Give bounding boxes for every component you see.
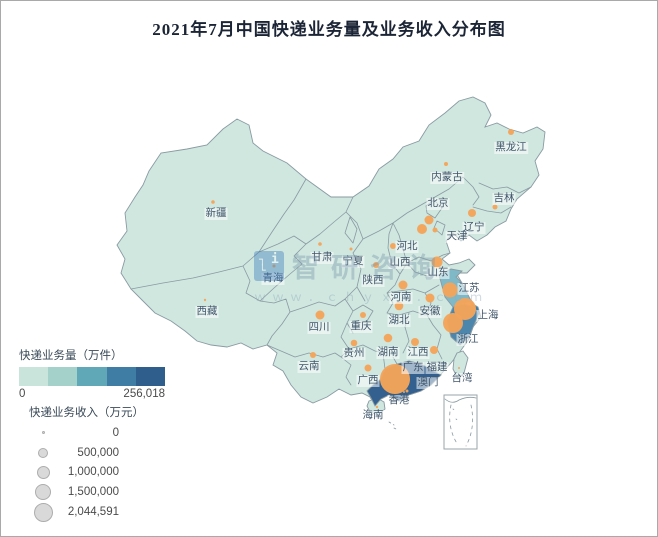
revenue-bubble-西藏[interactable] (203, 298, 207, 302)
revenue-size-row: 2,044,591 (19, 502, 119, 522)
chart-title: 2021年7月中国快递业务量及业务收入分布图 (152, 20, 506, 39)
revenue-bubble-天津[interactable] (432, 227, 438, 233)
revenue-bubble-福建[interactable] (430, 346, 438, 354)
revenue-bubble-广西[interactable] (364, 364, 372, 372)
volume-min-label: 0 (19, 388, 26, 400)
revenue-bubble-江西[interactable] (411, 338, 419, 346)
revenue-bubble-河北[interactable] (417, 224, 427, 234)
size-legend-circle (33, 502, 53, 522)
ramp-swatch (135, 367, 166, 386)
revenue-bubble-黑龙江[interactable] (508, 129, 514, 135)
revenue-bubble-北京[interactable] (424, 215, 434, 225)
revenue-bubble-河南[interactable] (398, 280, 408, 290)
revenue-size-row: 1,000,000 (19, 463, 119, 483)
revenue-bubble-吉林[interactable] (492, 204, 498, 210)
islets (388, 421, 399, 431)
revenue-bubble-四川[interactable] (315, 310, 325, 320)
revenue-legend-title: 快递业务收入（万元） (29, 407, 144, 419)
revenue-size-row: 500,000 (19, 443, 119, 463)
revenue-bubble-重庆[interactable] (360, 312, 366, 318)
revenue-bubble-青海[interactable] (272, 264, 276, 268)
revenue-bubble-湖南[interactable] (383, 333, 393, 343)
ramp-swatch (77, 367, 107, 386)
revenue-bubble-山东[interactable] (431, 256, 443, 268)
volume-max-label: 256,018 (123, 388, 165, 400)
revenue-bubble-甘肃[interactable] (318, 242, 322, 246)
size-legend-label: 1,000,000 (67, 466, 119, 479)
volume-ramp-labels: 0 256,018 (19, 388, 165, 400)
size-legend-label: 2,044,591 (67, 506, 119, 519)
revenue-bubble-香港[interactable] (405, 389, 409, 393)
revenue-bubble-台湾[interactable] (458, 367, 460, 369)
size-legend-label: 0 (112, 426, 119, 439)
province-borders (130, 176, 532, 386)
size-legend-circle (35, 484, 51, 501)
revenue-bubble-上海[interactable] (454, 298, 476, 320)
south-china-sea-inset (443, 394, 478, 450)
revenue-bubble-云南[interactable] (310, 352, 316, 358)
size-legend-circle (36, 465, 50, 479)
revenue-bubble-山西[interactable] (390, 243, 396, 249)
ramp-swatch (19, 367, 49, 386)
volume-legend-title: 快递业务量（万件） (19, 350, 123, 362)
revenue-bubble-海南[interactable] (375, 405, 379, 409)
revenue-size-row: 0 (19, 423, 119, 443)
size-legend-label: 500,000 (77, 446, 119, 459)
revenue-bubble-浙江[interactable] (443, 313, 463, 333)
revenue-bubble-澳门[interactable] (403, 391, 405, 393)
revenue-bubble-辽宁[interactable] (468, 209, 476, 217)
ramp-swatch (48, 367, 78, 386)
china-mainland-shape (116, 96, 546, 407)
revenue-bubble-内蒙古[interactable] (444, 162, 448, 166)
ramp-swatch (106, 367, 136, 386)
revenue-bubble-贵州[interactable] (350, 339, 358, 347)
size-legend-circle (41, 431, 45, 435)
size-legend-circle (38, 447, 48, 458)
revenue-size-rows: 0 500,000 1,000,000 1,500,000 2,044,591 (19, 423, 119, 522)
revenue-bubble-江苏[interactable] (442, 282, 458, 298)
revenue-bubble-安徽[interactable] (425, 293, 435, 303)
revenue-bubble-湖北[interactable] (394, 301, 404, 311)
revenue-size-row: 1,500,000 (19, 482, 119, 502)
volume-ramp (19, 367, 166, 386)
revenue-bubble-陕西[interactable] (373, 262, 379, 268)
revenue-bubble-宁夏[interactable] (349, 247, 353, 251)
size-legend-label: 1,500,000 (67, 486, 119, 499)
revenue-bubble-广东[interactable] (380, 364, 410, 394)
revenue-bubble-新疆[interactable] (211, 200, 215, 204)
